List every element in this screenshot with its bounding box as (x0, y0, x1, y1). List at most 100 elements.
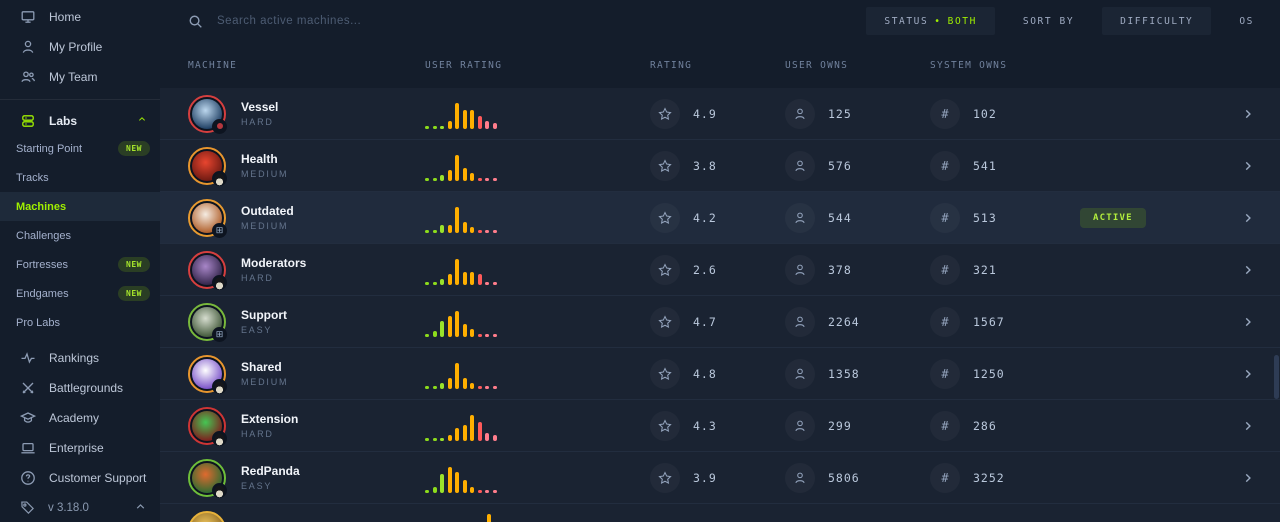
table-row[interactable]: Vessel HARD 4.9 125 # 102 (160, 88, 1280, 140)
machine-name[interactable]: Health (241, 152, 278, 166)
sidebar-item-labs[interactable]: Labs (0, 107, 160, 134)
table-row[interactable]: ⊞ Outdated MEDIUM 4.2 544 # 513 ACTIVE (160, 192, 1280, 244)
tag-icon (20, 500, 35, 515)
chevron-right-icon (1241, 211, 1255, 225)
user-icon (785, 203, 815, 233)
rating-value: 3.9 (693, 470, 717, 485)
sidebar-item-my-team[interactable]: My Team (0, 62, 160, 92)
sidebar-item-academy[interactable]: Academy (0, 403, 160, 433)
row-chevron-button[interactable] (1215, 211, 1280, 225)
row-chevron-button[interactable] (1215, 107, 1280, 121)
chevron-right-icon (1241, 107, 1255, 121)
sidebar-divider (0, 99, 160, 100)
chevron-up-icon[interactable] (133, 499, 148, 517)
filter-os-button[interactable]: OS (1221, 7, 1272, 35)
machine-name[interactable]: Outdated (241, 204, 294, 218)
row-chevron-button[interactable] (1215, 159, 1280, 173)
sidebar-item-fortresses[interactable]: Fortresses NEW (0, 250, 160, 279)
table-row[interactable]: Shared MEDIUM 4.8 1358 # 1250 (160, 348, 1280, 400)
chevron-up-icon[interactable] (136, 113, 148, 128)
sidebar-item-endgames[interactable]: Endgames NEW (0, 279, 160, 308)
hash-icon: # (930, 203, 960, 233)
machine-avatar (188, 146, 227, 186)
user-rating-histogram (425, 255, 650, 285)
dot-separator: • (934, 15, 942, 27)
user-rating-histogram (425, 99, 650, 129)
scrollbar-thumb[interactable] (1274, 355, 1279, 399)
filter-difficulty-button[interactable]: DIFFICULTY (1102, 7, 1212, 35)
sidebar-item-pro-labs[interactable]: Pro Labs (0, 308, 160, 337)
sidebar-item-home[interactable]: Home (0, 2, 160, 32)
table-row[interactable]: Health MEDIUM 3.8 576 # 541 (160, 140, 1280, 192)
machine-name[interactable]: Moderators (241, 256, 307, 270)
row-chevron-button[interactable] (1215, 419, 1280, 433)
table-row[interactable]: Extension HARD 4.3 299 # 286 (160, 400, 1280, 452)
user-rating-histogram (425, 203, 650, 233)
chevron-right-icon (1241, 367, 1255, 381)
sidebar-item-tracks[interactable]: Tracks (0, 163, 160, 192)
star-icon (650, 255, 680, 285)
table-row[interactable]: ⊞ Support EASY 4.7 2264 # 1567 (160, 296, 1280, 348)
machine-difficulty: EASY (241, 481, 273, 491)
new-badge: NEW (118, 141, 150, 157)
machine-name[interactable]: Vessel (241, 100, 279, 114)
sidebar-item-label: Battlegrounds (49, 381, 124, 396)
machine-name[interactable]: Shared (241, 360, 282, 374)
topbar: STATUS • BOTH SORT BY DIFFICULTY OS (160, 0, 1280, 42)
linux-os-badge-icon (212, 378, 227, 394)
sidebar-item-customer-support[interactable]: Customer Support (0, 463, 160, 493)
sidebar-item-enterprise[interactable]: Enterprise (0, 433, 160, 463)
windows-os-badge-icon: ⊞ (212, 326, 227, 342)
sidebar-item-label: Challenges (16, 229, 72, 242)
star-icon (650, 463, 680, 493)
main-content: STATUS • BOTH SORT BY DIFFICULTY OS MACH… (160, 0, 1280, 522)
system-owns-value: 3252 (973, 470, 1005, 485)
machine-difficulty: EASY (241, 325, 273, 335)
rating-value: 4.3 (693, 418, 717, 433)
filter-sortby-button[interactable]: SORT BY (1005, 7, 1092, 35)
star-icon (650, 307, 680, 337)
sidebar-item-challenges[interactable]: Challenges (0, 221, 160, 250)
table-row[interactable]: Moderators HARD 2.6 378 # 321 (160, 244, 1280, 296)
machine-name[interactable]: RedPanda (241, 464, 300, 478)
sidebar-item-starting-point[interactable]: Starting Point NEW (0, 134, 160, 163)
machine-avatar (188, 354, 227, 394)
hash-icon: # (930, 411, 960, 441)
user-owns-value: 2264 (828, 314, 860, 329)
search-bar[interactable] (188, 14, 866, 29)
search-input[interactable] (217, 15, 537, 27)
sidebar-item-my-profile[interactable]: My Profile (0, 32, 160, 62)
user-icon (785, 255, 815, 285)
system-owns-value: 1250 (973, 366, 1005, 381)
filter-status-button[interactable]: STATUS • BOTH (866, 7, 995, 35)
column-header-user-owns: USER OWNS (785, 59, 849, 71)
sidebar-item-rankings[interactable]: Rankings (0, 343, 160, 373)
filter-value: BOTH (947, 15, 977, 27)
user-owns-value: 1358 (828, 366, 860, 381)
sidebar-item-label: Rankings (49, 351, 100, 366)
row-chevron-button[interactable] (1215, 471, 1280, 485)
column-header-system-owns: SYSTEM OWNS (930, 59, 1008, 71)
sidebar-item-battlegrounds[interactable]: Battlegrounds (0, 373, 160, 403)
system-owns-value: 102 (973, 106, 997, 121)
row-chevron-button[interactable] (1215, 367, 1280, 381)
machine-difficulty: HARD (241, 273, 274, 283)
system-owns-value: 513 (973, 210, 997, 225)
table-row-partial[interactable] (160, 504, 1280, 522)
freebsd-os-badge-icon (212, 118, 227, 134)
user-rating-histogram (425, 463, 650, 493)
sidebar-item-label: My Profile (49, 40, 103, 54)
machine-name[interactable]: Extension (241, 412, 299, 426)
version-row[interactable]: v 3.18.0 (0, 493, 160, 522)
chevron-right-icon (1241, 263, 1255, 277)
table-row[interactable]: RedPanda EASY 3.9 5806 # 3252 (160, 452, 1280, 504)
star-icon (650, 359, 680, 389)
new-badge: NEW (118, 257, 150, 273)
machine-avatar (188, 511, 226, 522)
row-chevron-button[interactable] (1215, 315, 1280, 329)
machine-name[interactable]: Support (241, 308, 287, 322)
row-chevron-button[interactable] (1215, 263, 1280, 277)
sidebar-item-machines[interactable]: Machines (0, 192, 160, 222)
rating-value: 4.8 (693, 366, 717, 381)
user-rating-histogram (425, 151, 650, 181)
